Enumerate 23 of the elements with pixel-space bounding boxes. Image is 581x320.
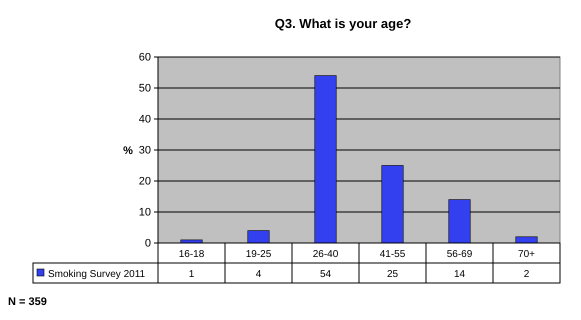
x-tick-label: 26-40 (312, 249, 339, 260)
y-tick-label: 20 (138, 176, 151, 188)
data-label: 14 (454, 269, 466, 280)
x-tick-label: 70+ (518, 249, 536, 260)
x-tick-label: 56-69 (446, 249, 473, 260)
y-tick-label: 60 (138, 52, 151, 64)
text: N = 359 (8, 296, 47, 308)
data-label: 25 (386, 269, 398, 280)
legend-label: Smoking Survey 2011 (48, 269, 146, 280)
chart-title: Q3. What is your age? (274, 16, 412, 31)
data-label: 54 (320, 269, 332, 280)
y-axis-title: % (123, 145, 134, 157)
y-tick-label: 30 (138, 144, 151, 157)
data-label: 2 (524, 269, 530, 280)
y-tick-label: 0 (144, 238, 151, 250)
x-tick-label: 41-55 (380, 249, 406, 260)
y-tick-label: 10 (138, 206, 151, 219)
data-label: 1 (188, 269, 195, 280)
y-tick-label: 40 (138, 114, 151, 126)
x-tick-label: 16-18 (178, 249, 205, 260)
y-tick-label: 50 (138, 82, 151, 95)
x-tick-label: 19-25 (246, 249, 272, 260)
data-label: 4 (256, 269, 262, 280)
